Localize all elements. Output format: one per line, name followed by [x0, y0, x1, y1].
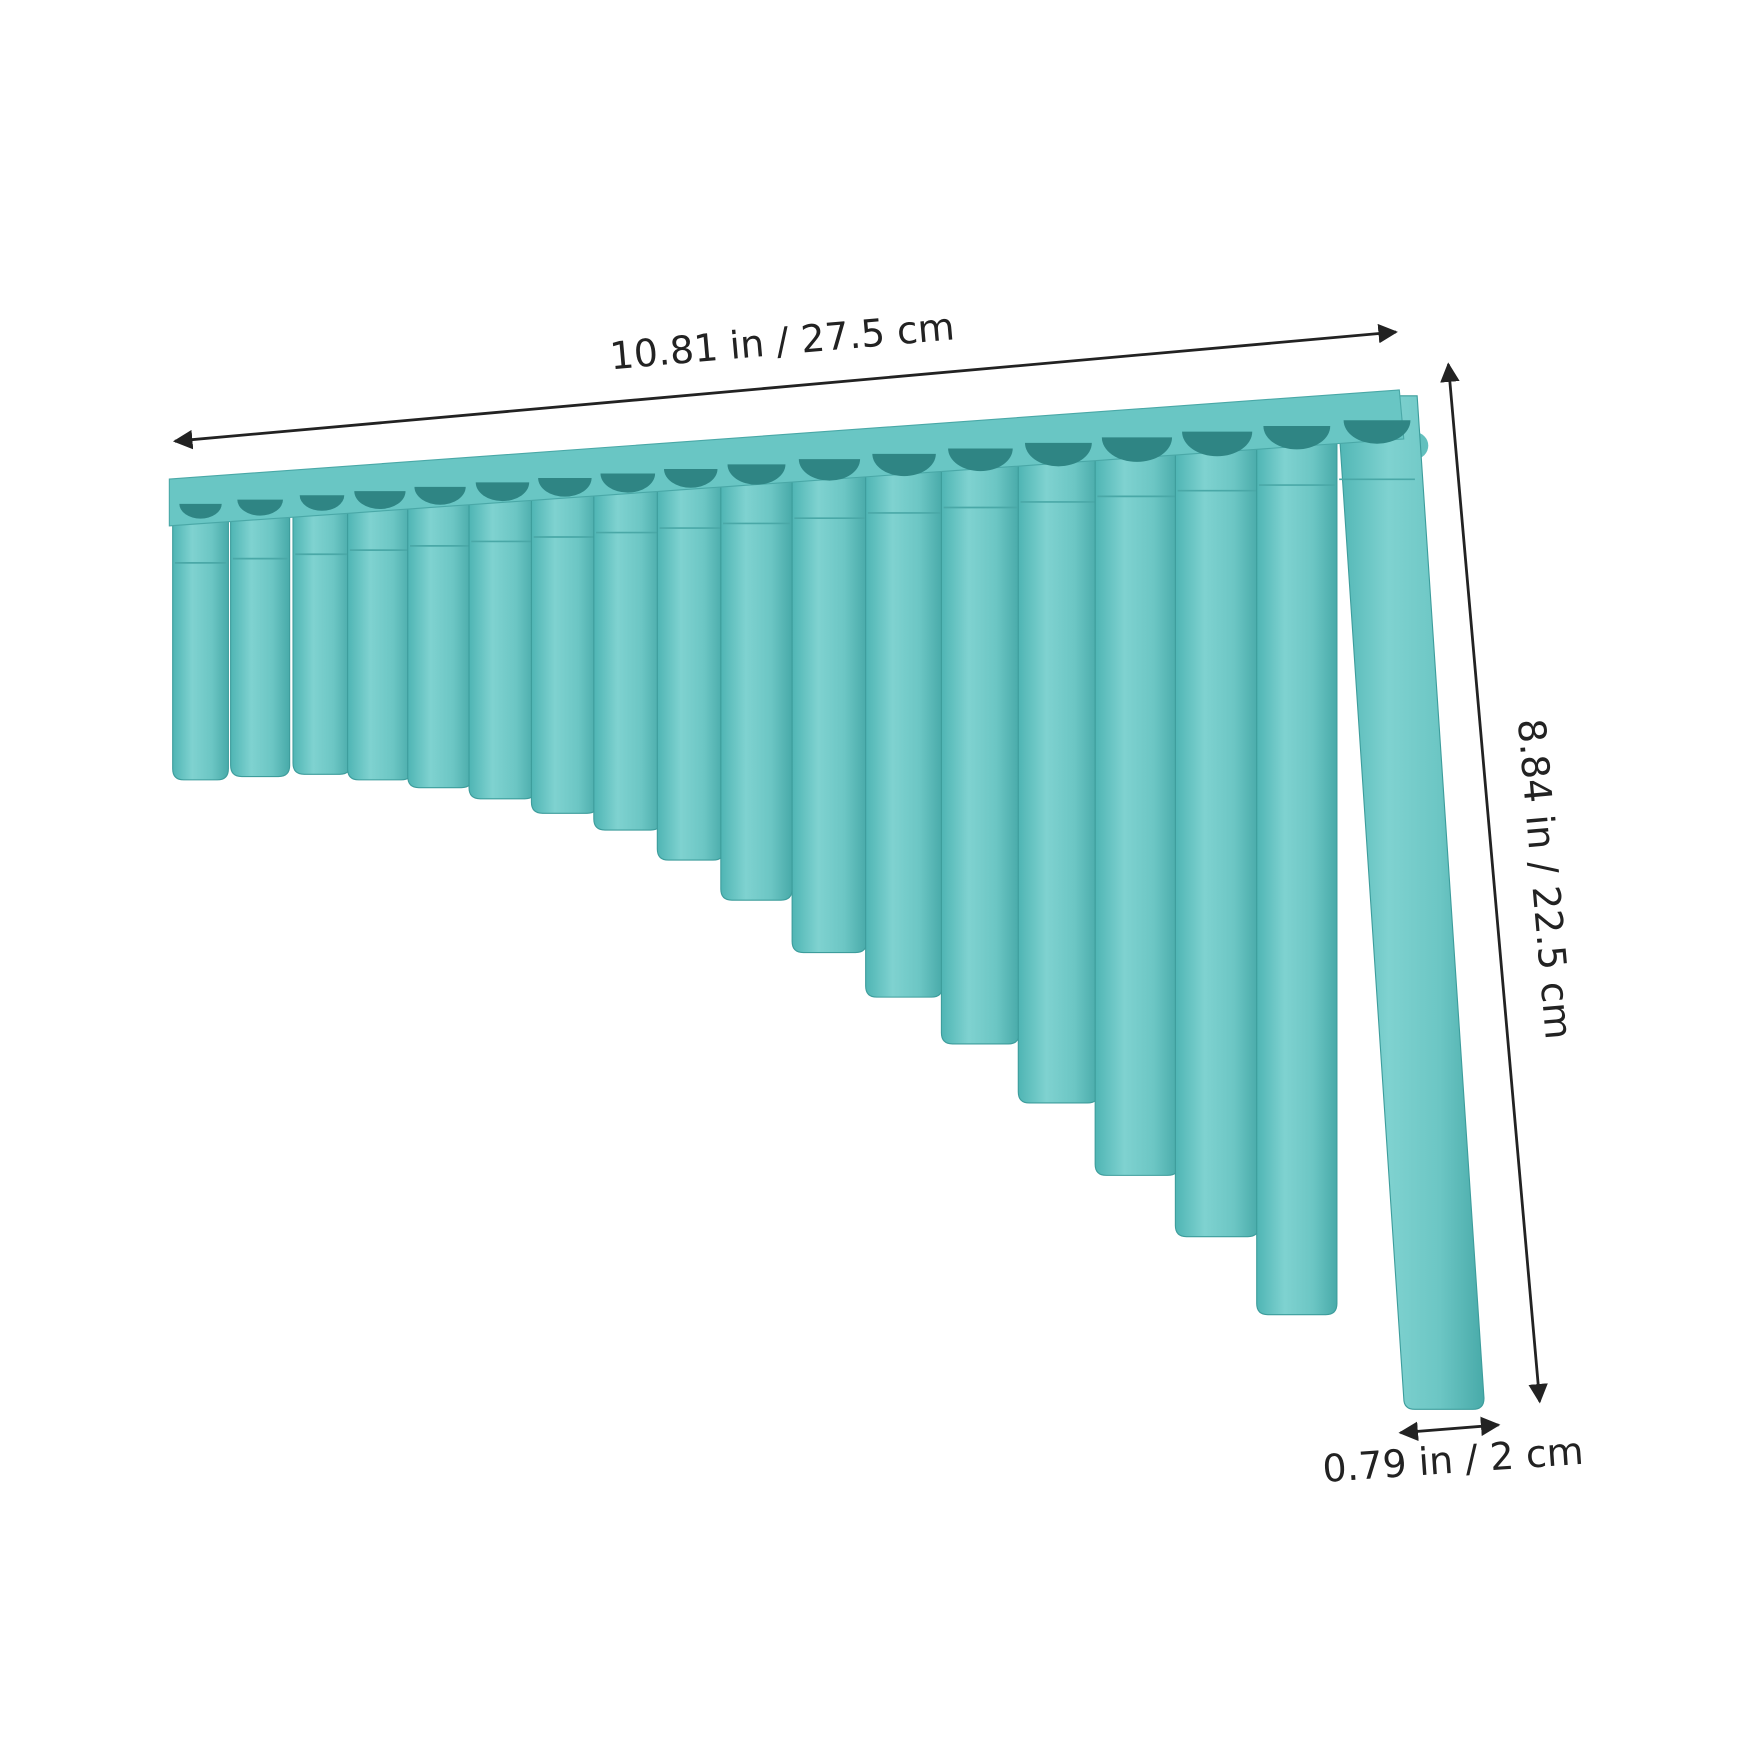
pipe [1174, 406, 1260, 1238]
pipe [940, 423, 1020, 1045]
mouth-hole [299, 495, 345, 511]
mouth-hole [475, 482, 530, 502]
pipe [1094, 412, 1180, 1176]
height-arrow [1440, 362, 1548, 1404]
pipe [468, 457, 537, 800]
mouth-hole [664, 469, 718, 488]
mouth-hole [798, 459, 861, 481]
mouth-hole [872, 453, 936, 477]
pipe [1256, 400, 1338, 1316]
mouth-hole [948, 448, 1013, 472]
pipe [172, 478, 229, 781]
pipe [656, 443, 725, 861]
pipe [720, 439, 793, 901]
mouth-hole [354, 491, 406, 510]
mouth-hole [600, 473, 656, 493]
pipe [1017, 417, 1100, 1104]
mouth-hole [727, 464, 786, 485]
pipe [791, 434, 868, 954]
pipe [593, 448, 663, 831]
mouth-hole [538, 477, 592, 497]
pipe [530, 452, 599, 814]
mouth-hole [179, 503, 222, 519]
width-arrow [172, 323, 1398, 450]
mouth-hole [414, 486, 466, 505]
pipe [230, 474, 291, 778]
pipe [347, 466, 413, 781]
pipe [407, 461, 473, 789]
pipe [865, 428, 944, 998]
mouth-hole [237, 499, 283, 516]
diameter-arrow [1398, 1416, 1501, 1442]
